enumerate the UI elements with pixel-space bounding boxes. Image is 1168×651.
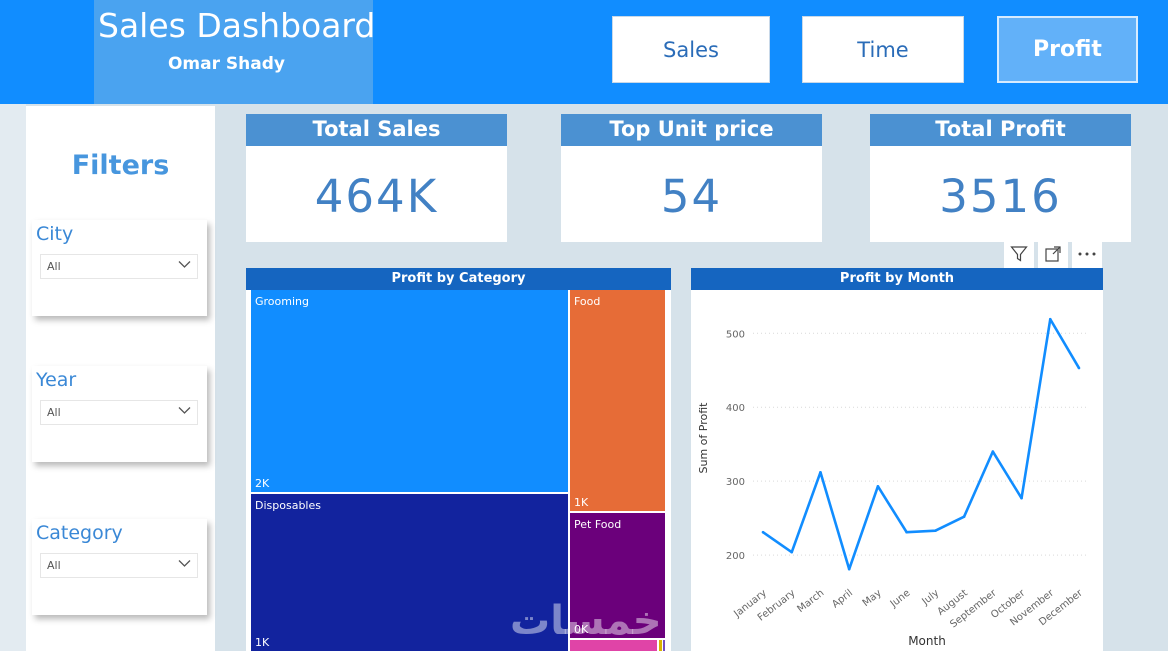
tile-label: Food [574, 295, 601, 308]
tile-label: Disposables [255, 499, 321, 512]
data-point [905, 530, 908, 534]
data-point [962, 515, 966, 518]
author-name: Omar Shady [167, 54, 285, 74]
tile-value: 0K [574, 623, 589, 636]
category-slicer: Category All [32, 519, 207, 615]
x-tick-label: July [919, 588, 941, 608]
data-point [1020, 496, 1023, 500]
top-unit-price-value: 54 [660, 170, 723, 223]
tile-label: Grooming [255, 295, 309, 308]
year-dropdown-value: All [47, 406, 61, 419]
profit-nav-button[interactable]: Profit [997, 16, 1138, 83]
page-title: Sales Dashboard [98, 6, 376, 45]
data-point [991, 450, 995, 453]
total-sales-title: Total Sales [246, 114, 507, 146]
header-bar: Sales Dashboard Omar Shady Sales Time Pr… [0, 0, 1168, 104]
tile-value: 1K [574, 496, 589, 509]
city-slicer: City All [32, 220, 207, 316]
data-point [876, 485, 880, 488]
treemap-tile-grooming[interactable]: Grooming 2K [251, 290, 568, 492]
filter-icon [1010, 246, 1028, 262]
treemap-title: Profit by Category [246, 268, 671, 290]
line-chart-title: Profit by Month [691, 268, 1103, 290]
sidebar-edge [0, 104, 26, 651]
treemap-tile-disposables[interactable]: Disposables 1K [251, 494, 568, 651]
focus-mode-button[interactable] [1038, 240, 1068, 268]
year-dropdown[interactable]: All [40, 400, 198, 425]
city-slicer-label: City [36, 223, 74, 245]
tile-label: Pet Food [574, 518, 622, 531]
x-tick-label: March [796, 588, 827, 615]
chevron-down-icon [178, 261, 191, 268]
city-dropdown[interactable]: All [40, 254, 198, 279]
data-point [761, 530, 765, 534]
line-chart-panel: Profit by Month 200 300 400 500 January Febru… [691, 268, 1103, 651]
tile-value: 2K [255, 477, 270, 490]
year-slicer: Year All [32, 366, 207, 462]
total-profit-title: Total Profit [870, 114, 1131, 146]
treemap-tile-small-yellow[interactable] [659, 640, 662, 651]
brand-block: Sales Dashboard Omar Shady [94, 0, 376, 104]
total-sales-card: Total Sales 464K [246, 114, 507, 242]
total-profit-card: Total Profit 3516 [870, 114, 1131, 242]
data-point [819, 470, 822, 474]
y-axis-title: Sum of Profit [697, 402, 710, 474]
treemap-tile-pet-food[interactable]: Pet Food 0K [570, 513, 665, 638]
y-tick-label: 400 [726, 403, 745, 414]
total-sales-value: 464K [314, 170, 439, 223]
data-point [1048, 317, 1052, 321]
series-line [762, 317, 1081, 571]
tile-value: 1K [255, 636, 270, 649]
data-point [847, 567, 851, 571]
time-nav-button[interactable]: Time [802, 16, 964, 83]
total-profit-value: 3516 [939, 170, 1062, 223]
year-slicer-label: Year [36, 369, 77, 391]
x-tick-label: April [830, 588, 855, 611]
treemap-tile-small-pink[interactable] [570, 640, 657, 651]
sales-nav-button[interactable]: Sales [612, 16, 770, 83]
category-slicer-label: Category [36, 522, 123, 544]
filters-title: Filters [71, 150, 170, 181]
x-tick-label: May [861, 588, 884, 609]
data-point [790, 550, 794, 554]
x-tick-label: June [888, 588, 913, 611]
more-options-icon [1078, 252, 1096, 256]
treemap-tile-food[interactable]: Food 1K [570, 290, 665, 511]
city-dropdown-value: All [47, 260, 61, 273]
filter-button[interactable] [1004, 240, 1034, 268]
top-unit-price-card: Top Unit price 54 [561, 114, 822, 242]
x-axis-title: Month [908, 634, 946, 648]
category-dropdown[interactable]: All [40, 553, 198, 578]
category-dropdown-value: All [47, 559, 61, 572]
focus-mode-icon [1045, 246, 1061, 262]
treemap-tile-small-purple[interactable] [663, 640, 665, 651]
data-point [1077, 366, 1081, 370]
data-point [934, 529, 937, 533]
y-tick-label: 300 [726, 477, 745, 488]
y-tick-label: 500 [726, 329, 745, 340]
treemap-panel: Profit by Category Grooming 2K Food 1K D… [246, 268, 671, 651]
top-unit-price-title: Top Unit price [561, 114, 822, 146]
more-options-button[interactable] [1072, 240, 1102, 268]
y-tick-label: 200 [726, 551, 745, 562]
chevron-down-icon [178, 560, 191, 567]
chevron-down-icon [178, 407, 191, 414]
watermark-logo: خمسات [510, 598, 662, 644]
